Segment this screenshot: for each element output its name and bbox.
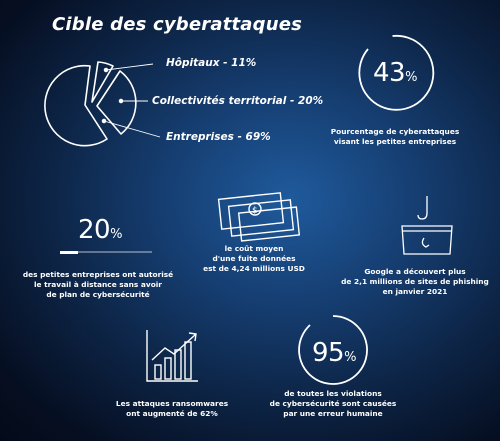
stat-20-caption: des petites entreprises ont autorisé le …: [22, 270, 174, 299]
stat-20-progress-track: [60, 250, 152, 254]
pie-label-collectivites: Collectivités territorial - 20%: [152, 95, 324, 107]
stat-43-caption: Pourcentage de cyberattaques visant les …: [330, 127, 460, 146]
stat-95-caption: de toutes les violations de cybersécurit…: [269, 389, 397, 418]
phishing-caption: Google a découvert plus de 2,1 millions …: [341, 267, 489, 296]
pie-label-entreprises: Entreprises - 69%: [166, 131, 271, 143]
pie-slice-hopitaux: [91, 61, 114, 103]
pie-slice-entreprises: [44, 64, 108, 147]
stat-20-value: 20%: [78, 215, 122, 245]
breach-cost-caption: le coût moyen d'une fuite données est de…: [203, 244, 305, 273]
stat-20-progress-fill: [60, 250, 79, 254]
stat-95-value: 95%: [312, 338, 356, 368]
ransomware-caption: Les attaques ransomwares ont augmenté de…: [115, 399, 229, 418]
pie-label-hopitaux: Hôpitaux - 11%: [166, 57, 257, 69]
leader-hopitaux: [105, 63, 154, 71]
pie-slice-collectivites: [96, 70, 137, 135]
page-title: Cible des cyberattaques: [52, 14, 303, 35]
svg-text:$: $: [252, 206, 258, 216]
stat-43-value: 43%: [373, 58, 417, 88]
leader-entreprises: [103, 120, 161, 138]
